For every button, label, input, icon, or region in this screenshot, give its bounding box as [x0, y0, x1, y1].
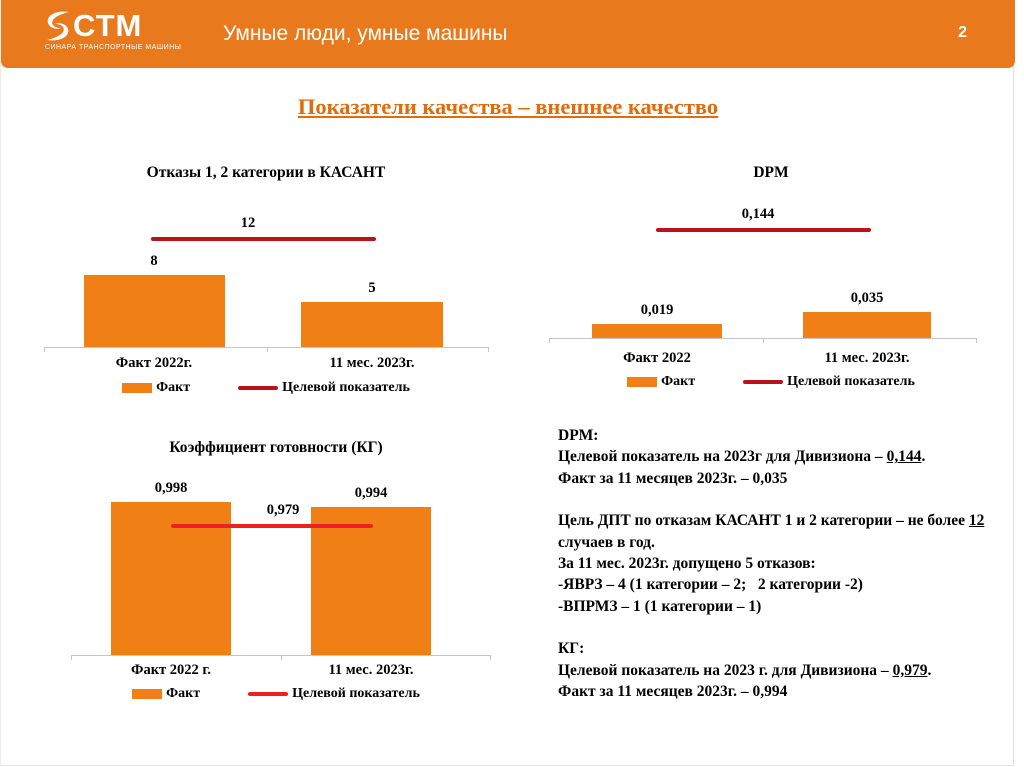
category-label: 11 мес. 2023г.	[329, 355, 415, 371]
legend-item-target: Целевой показатель	[743, 374, 915, 390]
x-axis	[71, 655, 491, 660]
fact-swatch-icon	[132, 689, 163, 699]
chart-title: Коэффициент готовности (КГ)	[169, 439, 383, 456]
x-axis	[549, 338, 977, 343]
axis-tick	[266, 347, 268, 352]
x-axis	[44, 347, 489, 352]
chart-legend: Факт Целевой показатель	[41, 380, 491, 396]
note-line: За 11 мес. 2023г. допущено 5 отказов:	[558, 555, 816, 573]
logo-text: СТМ	[73, 8, 143, 43]
page-number: 2	[958, 24, 967, 41]
bar-value-label: 0,019	[640, 301, 674, 318]
bar-value-label: 8	[150, 253, 158, 269]
bar-value-label: 0,035	[850, 289, 884, 306]
axis-tick	[71, 655, 72, 660]
company-tagline: Умные люди, умные машины	[223, 22, 508, 45]
legend-item-fact: Факт	[122, 380, 190, 396]
chart-title: DPM	[753, 164, 789, 181]
chart-plot-area: 0,019 0,035 0,144	[546, 162, 996, 343]
bar-value-label: 0,994	[354, 485, 388, 501]
target-line-swatch-icon	[238, 386, 279, 390]
legend-label: Целевой показатель	[292, 686, 420, 701]
category-label: Факт 2022г.	[115, 355, 193, 371]
category-label: 11 мес. 2023г.	[824, 350, 910, 366]
category-label: 11 мес. 2023г.	[328, 662, 414, 678]
target-line-swatch-icon	[743, 380, 784, 384]
legend-item-fact: Факт	[132, 686, 200, 702]
fact-swatch-icon	[122, 383, 153, 393]
page-title: Показатели качества – внешнее качество	[297, 94, 719, 119]
note-line: -ВПРМЗ – 1 (1 категории – 1)	[558, 597, 762, 615]
chart-legend: Факт Целевой показатель	[51, 686, 501, 702]
legend-item-fact: Факт	[627, 374, 695, 390]
bar-value-label: 5	[368, 280, 376, 296]
target-line-swatch-icon	[248, 692, 289, 696]
legend-item-target: Целевой показатель	[238, 380, 410, 396]
notes-block: DPM: Целевой показатель на 2023г для Див…	[558, 425, 1011, 702]
axis-tick	[763, 338, 764, 343]
target-line	[151, 237, 376, 241]
target-value-label: 0,979	[266, 501, 300, 518]
logo-subtext: СИНАРА ТРАНСПОРТНЫЕ МАШИНЫ	[45, 44, 182, 51]
note-line: Целевой показатель на 2023г для Дивизион…	[558, 448, 926, 466]
note-line: Цель ДПТ по отказам КАСАНТ 1 и 2 категор…	[558, 512, 989, 551]
axis-tick	[549, 338, 550, 343]
note-line: DPM:	[558, 427, 599, 444]
legend-label: Факт	[166, 686, 201, 701]
target-line	[171, 523, 373, 528]
underlined-value: 0,979	[892, 661, 928, 679]
legend-label: Факт	[156, 380, 191, 395]
note-line: Целевой показатель на 2023 г. для Дивизи…	[558, 661, 932, 679]
target-value-label: 12	[240, 215, 256, 231]
legend-item-target: Целевой показатель	[248, 686, 420, 702]
stm-logo-icon	[45, 10, 71, 42]
fact-swatch-icon	[627, 377, 658, 387]
bar-11m-2023	[301, 302, 443, 347]
chart-dpm: DPM 0,019 0,035 0,144 Факт 2022 11 мес. …	[546, 162, 996, 407]
bar-11m-2023	[311, 507, 431, 655]
note-line: Факт за 11 месяцев 2023г. – 0,035	[558, 469, 788, 487]
chart-legend: Факт Целевой показатель	[546, 374, 996, 390]
legend-label: Целевой показатель	[282, 380, 410, 395]
chart-title: Отказы 1, 2 категории в КАСАНТ	[146, 164, 386, 181]
target-value-label: 0,144	[741, 206, 775, 222]
axis-tick	[281, 655, 282, 660]
chart-kg: Коэффициент готовности (КГ) 0,998 0,994 …	[51, 437, 501, 727]
note-line: -ЯВРЗ – 4 (1 категории – 2; 2 категории …	[558, 576, 863, 594]
note-line: КГ:	[558, 640, 585, 658]
axis-tick	[490, 655, 491, 660]
bar-fact-2022	[592, 323, 722, 338]
header-bar: СТМ СИНАРА ТРАНСПОРТНЫЕ МАШИНЫ Умные люд…	[1, 0, 1015, 68]
underlined-value: 0,144	[886, 448, 922, 466]
axis-tick	[44, 347, 45, 352]
category-label: Факт 2022 г.	[130, 662, 212, 678]
legend-label: Факт	[661, 374, 696, 389]
axis-tick	[976, 338, 977, 343]
underlined-value: 12	[968, 512, 985, 530]
chart-plot-area: 8 5 12	[41, 162, 491, 352]
note-line: Факт за 11 месяцев 2023г. – 0,994	[558, 683, 788, 701]
bar-value-label: 0,998	[154, 480, 188, 496]
stm-logo: СТМ СИНАРА ТРАНСПОРТНЫЕ МАШИНЫ	[45, 8, 182, 52]
legend-label: Целевой показатель	[787, 374, 915, 389]
chart-kasant: Отказы 1, 2 категории в КАСАНТ 8 5 12 Фа…	[41, 162, 491, 412]
bar-fact-2022	[84, 275, 225, 347]
bar-11m-2023	[803, 311, 931, 338]
category-label: Факт 2022	[623, 350, 691, 366]
axis-tick	[488, 347, 489, 352]
target-line	[656, 228, 871, 232]
chart-plot-area: 0,998 0,994 0,979	[51, 467, 501, 660]
